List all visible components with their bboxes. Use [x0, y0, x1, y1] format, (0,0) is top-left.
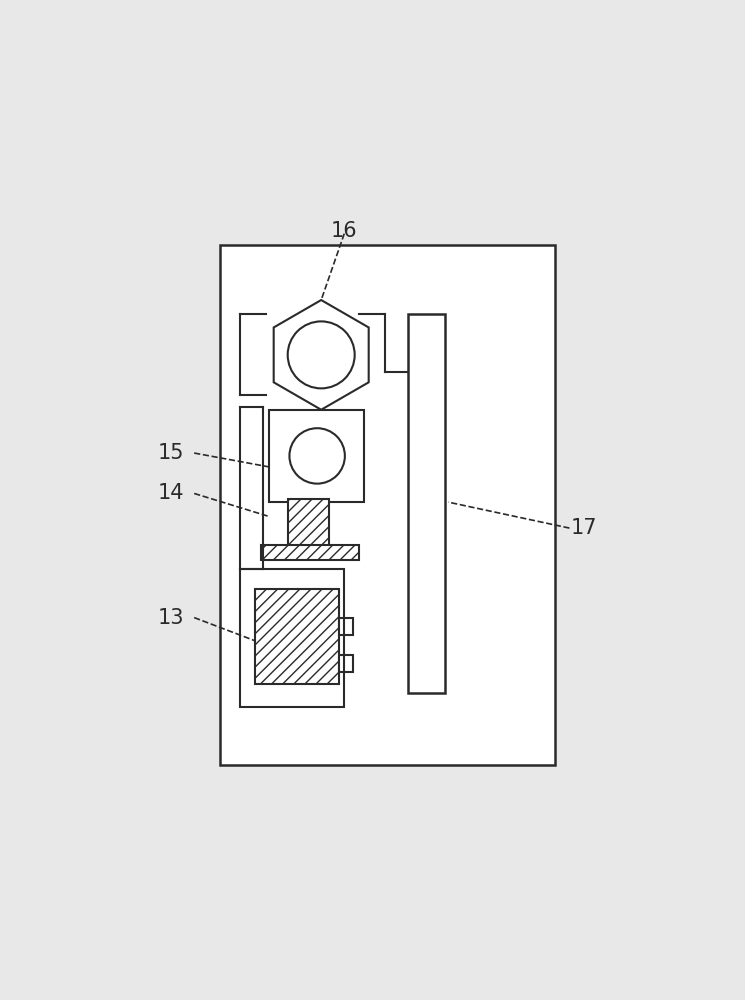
- Bar: [241, 569, 344, 707]
- Bar: [338, 618, 353, 635]
- Bar: [408, 314, 446, 693]
- Bar: [338, 655, 353, 672]
- Bar: [261, 545, 359, 560]
- Text: 16: 16: [331, 221, 358, 241]
- Bar: [255, 589, 338, 684]
- Bar: [220, 245, 555, 765]
- Bar: [288, 499, 329, 548]
- Circle shape: [288, 321, 355, 388]
- Bar: [269, 410, 364, 502]
- Circle shape: [289, 428, 345, 484]
- Text: 13: 13: [158, 608, 184, 628]
- Polygon shape: [273, 300, 369, 410]
- Text: 14: 14: [158, 483, 184, 503]
- Text: 15: 15: [158, 443, 184, 463]
- Text: 17: 17: [571, 518, 597, 538]
